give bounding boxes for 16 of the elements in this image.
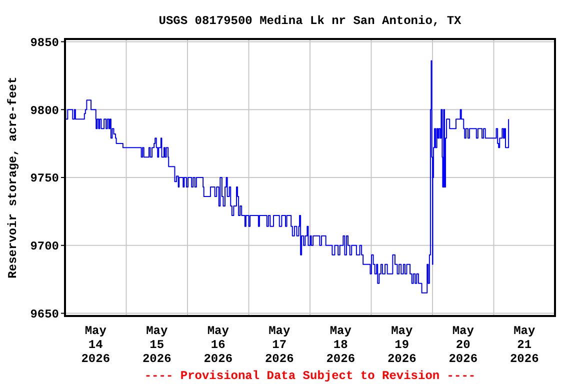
x-tick-label: May 16 2026 bbox=[204, 324, 233, 366]
x-tick-label: May 15 2026 bbox=[142, 324, 172, 366]
x-tick-label: May 19 2026 bbox=[387, 324, 416, 366]
y-tick-label: 9850 bbox=[30, 36, 59, 50]
y-tick-label: 9750 bbox=[30, 172, 59, 186]
x-tick-label: May 17 2026 bbox=[264, 324, 294, 366]
y-tick-label: 9700 bbox=[30, 240, 59, 254]
x-tick-label: May 21 2026 bbox=[510, 324, 539, 366]
text: ---- Provisional Data Subject to Revision ---- bbox=[144, 369, 476, 383]
y-tick-label: 9800 bbox=[30, 104, 59, 118]
y-axis-title: Reservoir storage, acre-feet bbox=[6, 76, 20, 278]
x-tick-label: May 20 2026 bbox=[448, 324, 478, 366]
x-tick-label: May 18 2026 bbox=[326, 324, 356, 366]
x-tick-label: May 14 2026 bbox=[81, 324, 110, 366]
chart-title: USGS 08179500 Medina Lk nr San Antonio, TX bbox=[158, 14, 462, 28]
y-tick-label: 9650 bbox=[30, 307, 59, 322]
